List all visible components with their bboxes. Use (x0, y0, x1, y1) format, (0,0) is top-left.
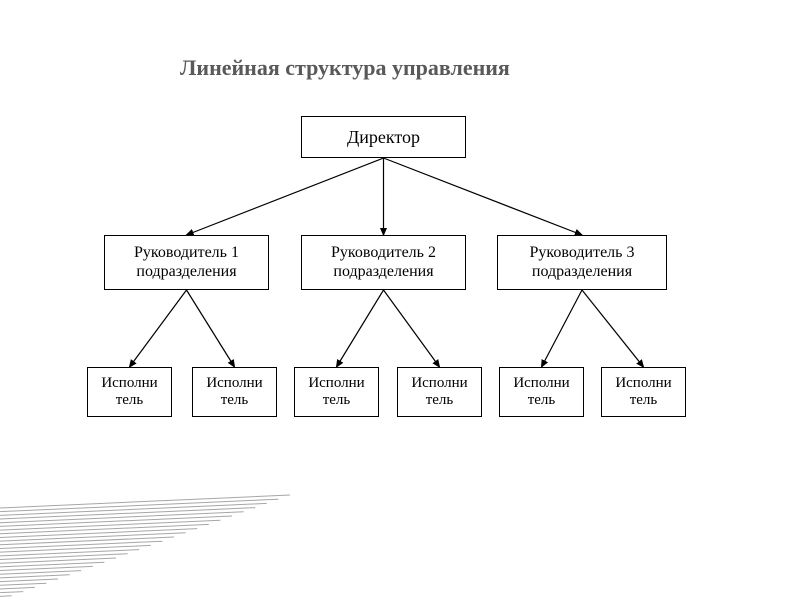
org-node-w2: Исполни тель (192, 367, 277, 417)
edge-director-mgr1 (187, 158, 384, 235)
org-node-mgr1: Руководитель 1 подразделения (104, 235, 269, 290)
org-node-w3: Исполни тель (294, 367, 379, 417)
org-node-w4: Исполни тель (397, 367, 482, 417)
org-node-director: Директор (301, 116, 466, 158)
org-node-mgr2: Руководитель 2 подразделения (301, 235, 466, 290)
edge-director-mgr3 (384, 158, 583, 235)
decor-hatching (0, 490, 295, 600)
edge-mgr1-w1 (130, 290, 187, 367)
page-title: Линейная структура управления (180, 55, 510, 81)
org-node-w1: Исполни тель (87, 367, 172, 417)
edge-mgr2-w4 (384, 290, 440, 367)
edge-mgr3-w5 (542, 290, 583, 367)
edge-mgr3-w6 (582, 290, 644, 367)
org-node-mgr3: Руководитель 3 подразделения (497, 235, 667, 290)
edge-mgr1-w2 (187, 290, 235, 367)
edge-mgr2-w3 (337, 290, 384, 367)
org-node-w5: Исполни тель (499, 367, 584, 417)
org-node-w6: Исполни тель (601, 367, 686, 417)
